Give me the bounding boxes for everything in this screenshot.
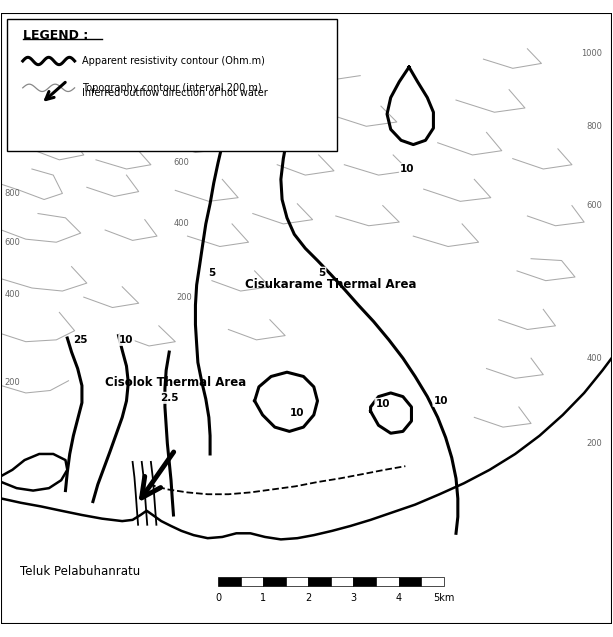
Text: 600: 600 xyxy=(173,159,189,168)
Bar xyxy=(398,577,421,586)
Text: 10: 10 xyxy=(433,396,448,406)
Text: 4: 4 xyxy=(395,593,402,603)
Text: 0: 0 xyxy=(215,593,221,603)
Text: Topography contour (interval 200 m): Topography contour (interval 200 m) xyxy=(82,83,262,93)
Text: 5km: 5km xyxy=(433,593,454,603)
Text: 400: 400 xyxy=(4,290,20,299)
Bar xyxy=(240,577,263,586)
Text: 200: 200 xyxy=(587,439,603,448)
Text: 2: 2 xyxy=(305,593,311,603)
Bar xyxy=(286,577,308,586)
Text: 5: 5 xyxy=(208,268,216,278)
Text: Inferred outflow direction of hot water: Inferred outflow direction of hot water xyxy=(82,88,268,97)
Text: Apparent resistivity contour (Ohm.m): Apparent resistivity contour (Ohm.m) xyxy=(82,56,265,66)
Bar xyxy=(354,577,376,586)
Text: 200: 200 xyxy=(4,378,20,387)
Text: 800: 800 xyxy=(4,189,20,198)
Text: 10: 10 xyxy=(290,408,305,418)
Bar xyxy=(263,577,286,586)
Bar xyxy=(331,577,354,586)
Text: 400: 400 xyxy=(173,219,189,229)
Text: 400: 400 xyxy=(587,354,603,362)
Text: 600: 600 xyxy=(4,238,20,247)
Text: 10: 10 xyxy=(120,335,134,345)
Text: 10: 10 xyxy=(400,164,414,174)
Bar xyxy=(7,20,337,151)
Text: 800: 800 xyxy=(587,122,603,131)
Bar xyxy=(376,577,398,586)
Text: 10: 10 xyxy=(321,54,335,64)
Text: Teluk Pelabuhanratu: Teluk Pelabuhanratu xyxy=(20,565,140,578)
Bar xyxy=(421,577,444,586)
Bar xyxy=(308,577,331,586)
Text: LEGEND :: LEGEND : xyxy=(23,29,88,41)
Text: 5: 5 xyxy=(318,268,326,278)
Text: 3: 3 xyxy=(351,593,357,603)
Text: Cisukarame Thermal Area: Cisukarame Thermal Area xyxy=(245,278,417,292)
Bar xyxy=(218,577,240,586)
Text: 25: 25 xyxy=(74,335,88,345)
Text: 10: 10 xyxy=(376,399,390,409)
Text: 600: 600 xyxy=(587,201,603,210)
Text: 1000: 1000 xyxy=(582,48,603,57)
Text: Cisolok Thermal Area: Cisolok Thermal Area xyxy=(105,376,246,389)
Text: 200: 200 xyxy=(177,292,192,302)
Text: 1: 1 xyxy=(260,593,266,603)
Text: 2.5: 2.5 xyxy=(160,393,178,403)
